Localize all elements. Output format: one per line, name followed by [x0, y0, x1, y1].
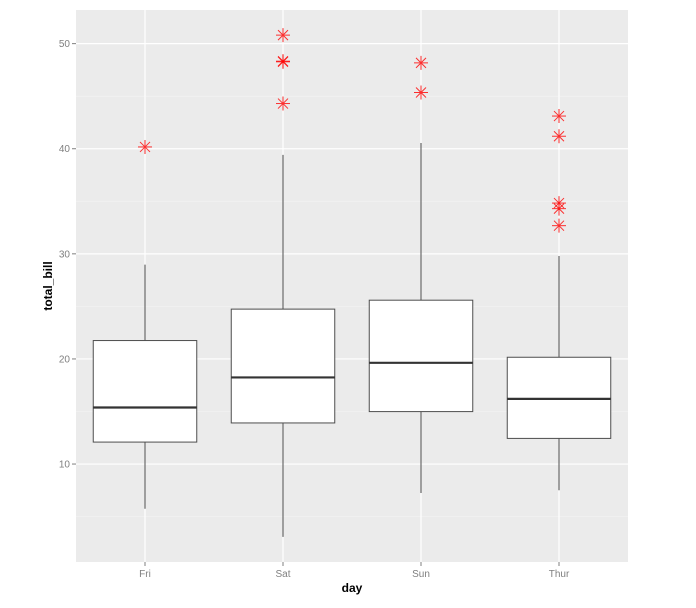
box-sat [230, 28, 336, 537]
y-tick-label: 50 [59, 39, 71, 50]
x-tick-label: Fri [139, 569, 151, 580]
asterisk-stroke [277, 56, 289, 68]
asterisk-stroke [277, 98, 289, 109]
box-sun [368, 55, 474, 493]
outlier-point [552, 109, 566, 124]
plot-panel [76, 10, 628, 562]
x-axis: Fri Sat Sun Thur [139, 562, 570, 580]
outlier-point [414, 85, 428, 100]
box-iqr [92, 340, 198, 443]
asterisk-stroke [415, 57, 427, 69]
asterisk-stroke [553, 220, 565, 232]
outlier-point [552, 201, 566, 216]
asterisk-stroke [553, 130, 565, 142]
box-thur [506, 109, 612, 491]
outlier-point [138, 139, 152, 154]
outlier-point [552, 129, 566, 144]
y-axis: 10 20 30 40 50 [59, 39, 76, 471]
outlier-point [276, 96, 290, 111]
outlier-point [276, 28, 290, 43]
x-tick-label: Sat [275, 569, 290, 580]
outlier-point [552, 218, 566, 233]
x-tick-label: Sun [412, 569, 430, 580]
box-iqr [368, 299, 474, 413]
asterisk-stroke [277, 29, 289, 41]
y-tick-label: 20 [59, 354, 71, 365]
asterisk-stroke [415, 87, 427, 98]
x-axis-label: day [342, 581, 363, 595]
box-iqr [230, 308, 336, 424]
y-axis-label: total_bill [41, 261, 55, 310]
asterisk-stroke [553, 110, 565, 122]
outlier-point [414, 55, 428, 70]
y-tick-label: 40 [59, 144, 71, 155]
asterisk-stroke [553, 203, 565, 214]
y-tick-label: 30 [59, 249, 71, 260]
box-fri [92, 139, 198, 509]
boxes [92, 28, 612, 537]
asterisk-stroke [139, 141, 151, 153]
y-tick-label: 10 [59, 460, 71, 471]
outlier-point [276, 54, 290, 69]
x-tick-label: Thur [549, 569, 570, 580]
